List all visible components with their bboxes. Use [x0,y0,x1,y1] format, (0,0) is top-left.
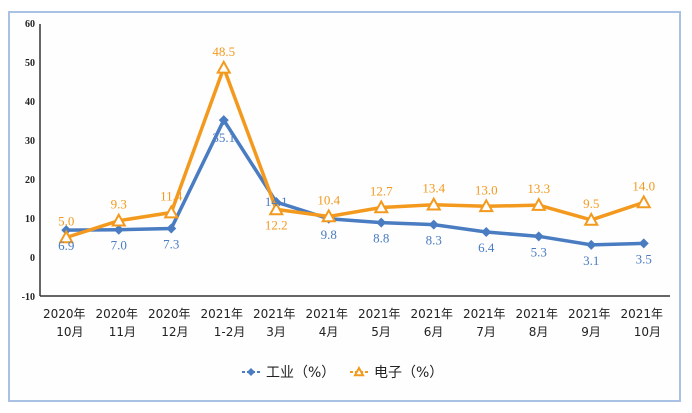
industry-data-label: 8.3 [426,233,442,248]
electronics-data-label: 13.0 [475,182,498,197]
electronics-data-label: 14.0 [632,178,655,193]
x-tick-label-year: 2020年 [43,307,86,321]
diamond-marker-icon [113,224,124,235]
x-tick-label-month: 4月 [319,325,339,339]
x-tick-label-year: 2020年 [95,307,138,321]
industry-data-label: 3.5 [636,251,652,266]
triangle-marker-icon [216,59,232,74]
industry-data-label: 9.8 [321,227,337,242]
triangle-marker-icon [321,208,337,223]
triangle-marker-icon [478,198,494,213]
legend: 工业（%） 电子（%） [242,365,443,381]
x-axis-labels: 2020年 10月 2020年 11月 2020年 12月 2021年 1-2月 2021年 3月… [43,307,663,339]
electronics-data-label: 13.4 [422,181,445,196]
industry-data-label: 14.1 [265,194,288,209]
triangle-marker-icon [636,194,652,209]
y-tick-label: 40 [25,97,35,108]
x-tick-label-year: 2021年 [515,307,558,321]
industry-data-label: 8.8 [373,231,389,246]
diamond-marker-icon [481,227,492,238]
x-tick-label-month: 10月 [56,325,83,339]
y-axis-ticks: 60 50 40 30 20 10 0 -10 [22,19,35,303]
series-lines [58,59,652,250]
y-tick-label: 10 [25,214,35,225]
electronics-data-label: 12.7 [370,183,393,198]
triangle-marker-icon [163,204,179,219]
x-tick-label-year: 2021年 [358,307,401,321]
diamond-marker-icon [428,219,439,230]
x-tick-label-month: 11月 [109,325,136,339]
x-tick-label-year: 2020年 [148,307,191,321]
diamond-marker-icon [247,368,255,376]
industry-data-label: 7.0 [111,238,127,253]
electronics-data-label: 13.3 [527,181,550,196]
x-tick-label-month: 5月 [371,325,391,339]
legend-label: 工业（%） [266,365,335,381]
x-tick-label-month: 6月 [424,325,444,339]
diamond-marker-icon [166,223,177,234]
chart-frame [8,11,681,402]
y-tick-label: 20 [25,175,35,186]
triangle-marker-icon [426,196,442,211]
triangle-marker-icon [111,212,127,227]
triangle-marker-icon [373,199,389,214]
diamond-marker-icon [638,238,649,249]
x-tick-label-month: 9月 [581,325,601,339]
industry-data-label: 7.3 [163,237,179,252]
industry-data-label: 5.3 [531,244,547,259]
x-tick-label-year: 2021年 [305,307,348,321]
industry-data-label: 6.4 [478,240,495,255]
legend-label: 电子（%） [374,365,443,381]
x-tick-label-year: 2021年 [463,307,506,321]
industry-line [66,116,644,247]
y-tick-label: 0 [30,253,35,264]
x-tick-label-month: 10月 [634,325,661,339]
x-tick-label-month: 3月 [266,325,286,339]
y-tick-label: 30 [25,136,35,147]
diamond-marker-icon [218,115,229,126]
electronics-data-label: 5.0 [58,214,74,229]
x-tick-label-month: 8月 [529,325,549,339]
x-tick-label-year: 2021年 [620,307,663,321]
diamond-marker-icon [376,217,387,228]
electronics-data-label: 10.4 [317,192,340,207]
triangle-marker-icon [531,197,547,211]
y-tick-label: 50 [25,58,35,69]
electronics-data-label: 9.3 [111,197,127,212]
x-tick-label-year: 2021年 [253,307,296,321]
electronics-data-label: 48.5 [212,44,235,59]
electronics-data-label: 12.2 [265,217,288,232]
diamond-marker-icon [586,239,597,250]
industry-data-label: 3.1 [583,253,599,268]
industry-data-label: 6.9 [58,238,74,253]
x-tick-label-year: 2021年 [200,307,243,321]
industry-data-label: 35.1 [212,130,235,145]
data-labels: 6.9 7.0 7.3 35.1 14.1 9.8 8.8 8.3 6.4 5.3 3.1 3.5 5.… [58,44,655,268]
y-tick-label: 60 [25,19,35,30]
triangle-marker-icon [353,365,365,377]
x-tick-label-year: 2021年 [568,307,611,321]
electronics-line [65,62,645,240]
electronics-data-label: 9.5 [583,196,599,211]
axes [39,24,670,297]
x-tick-label-year: 2021年 [410,307,453,321]
x-tick-label-month: 1-2月 [214,325,246,339]
diamond-marker-icon [533,231,544,242]
triangle-marker-icon [58,229,74,244]
triangle-marker-icon [268,201,284,216]
triangle-marker-icon [583,211,599,226]
x-tick-label-month: 7月 [476,325,496,339]
electronics-data-label: 11.4 [160,189,183,204]
y-tick-label: -10 [22,292,35,303]
x-tick-label-month: 12月 [161,325,188,339]
